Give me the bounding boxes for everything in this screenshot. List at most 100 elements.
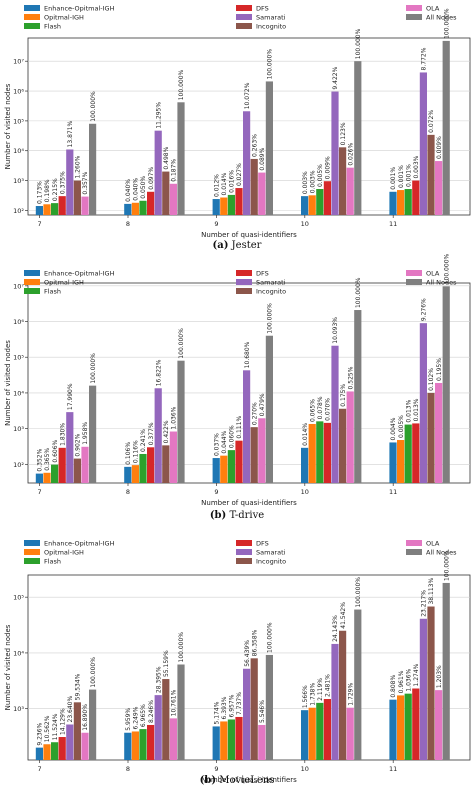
data-label: 1.830%: [59, 423, 66, 446]
bar: [419, 618, 427, 760]
legend-swatch: [236, 23, 252, 29]
legend-entry: OLA: [426, 540, 440, 548]
bar: [212, 726, 220, 760]
y-tick-label: 10⁶: [13, 88, 24, 96]
x-tick-label: 11: [389, 220, 397, 228]
bar: [147, 724, 155, 760]
chart-2: 10² 10³ 10⁴ 10⁵ 10⁶ 10⁷ Number of visited node…: [4, 253, 471, 521]
bar: [154, 130, 162, 215]
data-label: 100.000%: [90, 353, 97, 384]
legend-entry: All Nodes: [426, 279, 457, 287]
legend-entry: Incognito: [256, 288, 286, 296]
bar: [404, 693, 412, 760]
data-label: 1.274%: [413, 663, 420, 686]
bar: [220, 455, 228, 483]
bar: [162, 171, 170, 215]
caption-text: MovieLens: [219, 775, 274, 786]
data-label: 1.036%: [171, 406, 178, 429]
legend-swatch: [406, 549, 422, 555]
bar: [66, 724, 74, 760]
data-label: 100.000%: [443, 550, 450, 581]
caption-letter: (b): [200, 775, 216, 786]
legend-swatch: [24, 23, 40, 29]
data-label: 17.990%: [67, 383, 74, 410]
bar: [442, 582, 450, 760]
bar: [227, 450, 235, 483]
caption-letter: (b): [210, 510, 226, 521]
data-label: 10.093%: [332, 317, 339, 344]
data-label: 1.203%: [436, 665, 443, 688]
data-label: 0.377%: [148, 422, 155, 445]
legend-entry: Enhance-Opitmal-IGH: [44, 270, 115, 278]
legend-entry: Incognito: [256, 23, 286, 31]
bar: [162, 445, 170, 483]
data-label: 0.097%: [148, 167, 155, 190]
bar: [177, 360, 185, 483]
legend-entry: OLA: [426, 270, 440, 278]
data-label: 6.249%: [133, 706, 140, 729]
data-label: 0.026%: [347, 143, 354, 166]
data-label: 0.016%: [229, 170, 236, 193]
x-tick-label: 7: [38, 765, 42, 773]
data-label: 23.640%: [67, 696, 74, 723]
data-label: 86.358%: [251, 629, 258, 656]
legend-entry: DFS: [256, 540, 269, 548]
bar: [154, 695, 162, 760]
bar: [435, 382, 443, 483]
data-label: 0.001%: [390, 167, 397, 190]
bar: [442, 286, 450, 483]
bar: [265, 654, 273, 760]
x-tick-label: 8: [126, 488, 130, 496]
data-label: 0.044%: [221, 430, 228, 453]
data-label: 0.060%: [229, 425, 236, 448]
data-label: 100.000%: [355, 277, 362, 308]
data-label: 0.009%: [325, 156, 332, 179]
bar: [81, 446, 89, 483]
data-label: 100.000%: [267, 49, 274, 80]
data-label: 59.534%: [75, 673, 82, 700]
data-label: 0.195%: [436, 358, 443, 381]
bar: [339, 147, 347, 215]
bar: [354, 609, 362, 760]
legend-entry: Flash: [44, 558, 61, 566]
data-label: 5.546%: [259, 700, 266, 723]
x-tick-label: 11: [389, 765, 397, 773]
y-axis-label: Number of visited nodes: [4, 83, 12, 169]
data-label: 0.215%: [52, 178, 59, 201]
data-label: 0.498%: [163, 146, 170, 169]
bar: [73, 458, 81, 483]
legend-entry: All Nodes: [426, 549, 457, 557]
x-tick-label: 10: [301, 220, 309, 228]
bar: [397, 190, 405, 215]
legend-swatch: [406, 540, 422, 546]
data-label: 14.129%: [59, 708, 66, 735]
bar: [346, 167, 354, 215]
data-label: 11.295%: [155, 102, 162, 129]
y-tick-label: 10³: [13, 705, 24, 713]
data-label: 100.000%: [443, 8, 450, 39]
data-label: 1.958%: [82, 422, 89, 445]
legend-entry: Samarati: [256, 14, 286, 22]
bar: [301, 196, 309, 215]
bar: [35, 747, 43, 760]
legend-entry: Enhance-Opitmal-IGH: [44, 540, 115, 548]
data-label: 100.000%: [355, 28, 362, 59]
data-label: 8.246%: [148, 700, 155, 723]
x-tick-label: 9: [214, 765, 218, 773]
y-tick-label: 10⁷: [13, 282, 24, 290]
data-label: 16.890%: [82, 704, 89, 731]
bar: [89, 385, 97, 483]
data-label: 0.606%: [52, 439, 59, 462]
legend-entry: Opitmal-IGH: [44, 549, 84, 557]
data-label: 2.119%: [317, 678, 324, 701]
x-tick-label: 9: [214, 220, 218, 228]
data-label: 0.013%: [405, 399, 412, 422]
data-label: 0.241%: [140, 429, 147, 452]
bar: [389, 191, 397, 215]
data-label: 0.003%: [302, 171, 309, 194]
data-label: 0.014%: [302, 423, 309, 446]
bar: [412, 423, 420, 483]
bar: [177, 102, 185, 215]
bar: [404, 424, 412, 483]
legend-entry: OLA: [426, 5, 440, 13]
